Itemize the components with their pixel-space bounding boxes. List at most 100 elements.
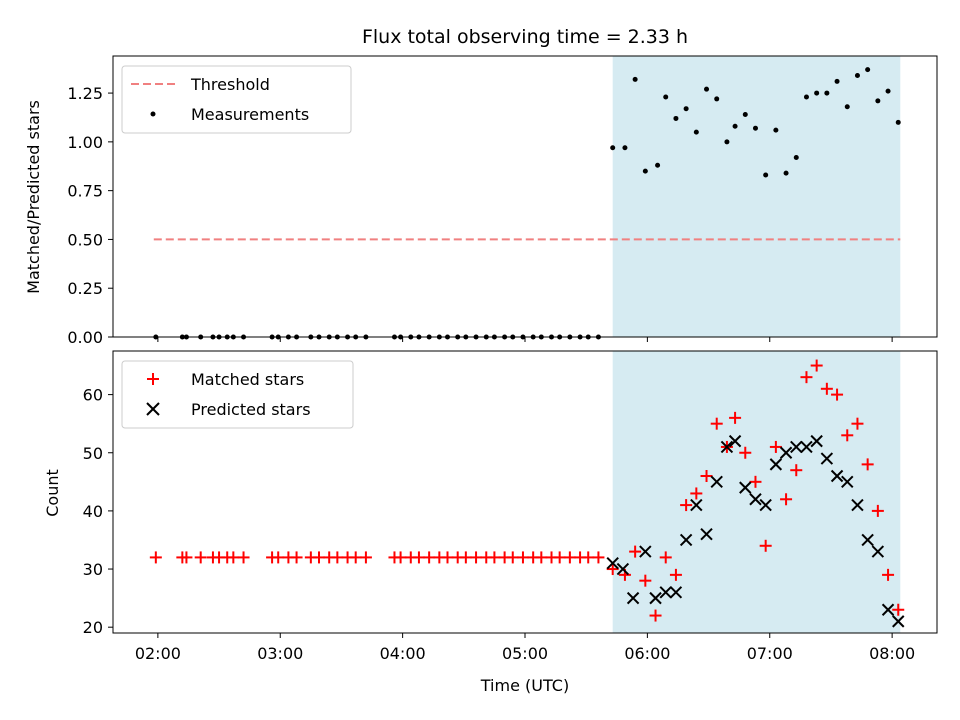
predicted-stars-point: [820, 452, 834, 465]
measurement-point: [895, 119, 901, 125]
matched-stars-point: [749, 475, 762, 488]
predicted-stars-point: [749, 493, 762, 506]
matched-stars-point: [700, 470, 713, 483]
x-tick-label: 03:00: [257, 644, 303, 663]
matched-stars-point: [810, 359, 823, 372]
matched-stars-point: [394, 551, 407, 564]
measurement-point: [885, 88, 891, 94]
measurement-point: [814, 90, 820, 96]
matched-stars-point: [820, 382, 833, 395]
y-tick-label: 1.00: [67, 133, 103, 152]
matched-stars-point: [780, 493, 793, 506]
legend-matched-label: Matched stars: [191, 370, 304, 389]
measurement-point: [783, 170, 789, 176]
measurement-point: [642, 168, 648, 174]
predicted-stars-point: [700, 527, 713, 541]
x-tick-label: 05:00: [502, 644, 548, 663]
measurement-point: [663, 94, 669, 100]
x-tick-label: 07:00: [747, 644, 793, 663]
measurement-point: [673, 115, 679, 121]
predicted-stars-point: [871, 545, 885, 558]
ratio-y-ticks: 0.00 0.25 0.50 0.75 1.00 1.25: [67, 84, 113, 347]
matched-stars-point: [349, 551, 362, 564]
matched-stars-point: [710, 417, 723, 430]
measurement-point: [724, 139, 730, 145]
ratio-panel: 0.00 0.25 0.50 0.75 1.00 1.25 Matched/Predict…: [24, 55, 938, 347]
predicted-stars-point: [690, 498, 703, 512]
y-tick-label: 60: [83, 386, 103, 405]
matched-stars-point: [669, 568, 682, 581]
predicted-stars-point: [739, 481, 752, 494]
predicted-stars-point: [769, 458, 783, 471]
matched-stars-point: [535, 551, 548, 564]
predicted-stars-point: [841, 475, 854, 489]
matched-stars-point: [659, 551, 672, 564]
predicted-stars-point: [728, 434, 742, 448]
measurement-point: [622, 145, 628, 151]
measurement-point: [763, 172, 769, 178]
matched-stars-point: [769, 440, 782, 453]
matched-stars-point: [729, 411, 742, 424]
matched-stars-point: [882, 568, 895, 581]
count-legend-box: [121, 360, 354, 429]
matched-stars-point: [851, 417, 864, 430]
matched-stars-point: [800, 371, 813, 384]
measurement-point: [632, 76, 638, 82]
matched-stars-point: [690, 487, 703, 500]
predicted-stars-point: [659, 586, 672, 599]
ratio-y-axis-label: Matched/Predicted stars: [24, 100, 43, 294]
legend-threshold-label: Threshold: [190, 75, 270, 94]
x-axis-label: Time (UTC): [480, 676, 569, 695]
predicted-stars-point: [649, 591, 662, 605]
measurement-point: [865, 67, 871, 73]
measurement-point: [742, 112, 748, 118]
matched-stars-point: [516, 551, 529, 564]
predicted-stars-point: [830, 469, 844, 483]
y-tick-label: 0.50: [67, 230, 103, 249]
matched-stars-point: [272, 551, 285, 564]
measurement-point: [610, 145, 616, 151]
count-legend: Matched stars Predicted stars: [121, 360, 354, 429]
predicted-stars-point: [606, 557, 619, 570]
predicted-stars-point: [679, 533, 693, 547]
measurement-point: [824, 90, 830, 96]
matched-stars-point: [592, 551, 605, 564]
predicted-stars-point: [626, 591, 640, 605]
matched-stars-point: [331, 551, 344, 564]
matched-stars-point: [313, 551, 325, 564]
measurement-point: [773, 127, 779, 133]
matched-stars-point: [680, 499, 693, 512]
measurement-point: [875, 98, 881, 104]
matched-stars-point: [563, 551, 576, 564]
matched-stars-point: [639, 574, 652, 587]
predicted-stars-point: [881, 603, 895, 616]
matched-stars-point: [506, 551, 519, 564]
ratio-legend-box: [121, 65, 352, 134]
matched-stars-point: [831, 388, 844, 401]
count-x-ticks: 02:00 03:00 04:00 05:00 06:00 07:00 08:00: [135, 633, 915, 663]
y-tick-label: 40: [83, 502, 103, 521]
y-tick-label: 0.00: [67, 328, 103, 347]
matched-stars-point: [892, 603, 905, 616]
measurement-point: [655, 162, 661, 168]
x-tick-label: 04:00: [380, 644, 426, 663]
count-panel: 02:00 03:00 04:00 05:00 06:00 07:00 08:00 20 30…: [43, 350, 938, 695]
legend-matched-swatch: [147, 373, 159, 385]
predicted-stars-point: [810, 434, 823, 448]
legend-measurements-swatch: [150, 111, 156, 117]
predicted-stars-point: [800, 440, 813, 454]
matched-stars-point: [553, 551, 566, 564]
y-tick-label: 30: [83, 560, 103, 579]
y-tick-label: 20: [83, 618, 103, 637]
y-tick-label: 1.25: [67, 84, 103, 103]
measurement-point: [793, 154, 799, 160]
matched-stars-point: [412, 551, 425, 564]
measurement-point: [732, 123, 738, 129]
matched-stars-point: [470, 551, 483, 564]
matched-stars-point: [871, 504, 884, 517]
matched-stars-point: [459, 551, 472, 564]
matched-stars-point: [606, 563, 619, 576]
matched-stars-point: [237, 551, 250, 564]
measurement-point: [844, 104, 850, 110]
